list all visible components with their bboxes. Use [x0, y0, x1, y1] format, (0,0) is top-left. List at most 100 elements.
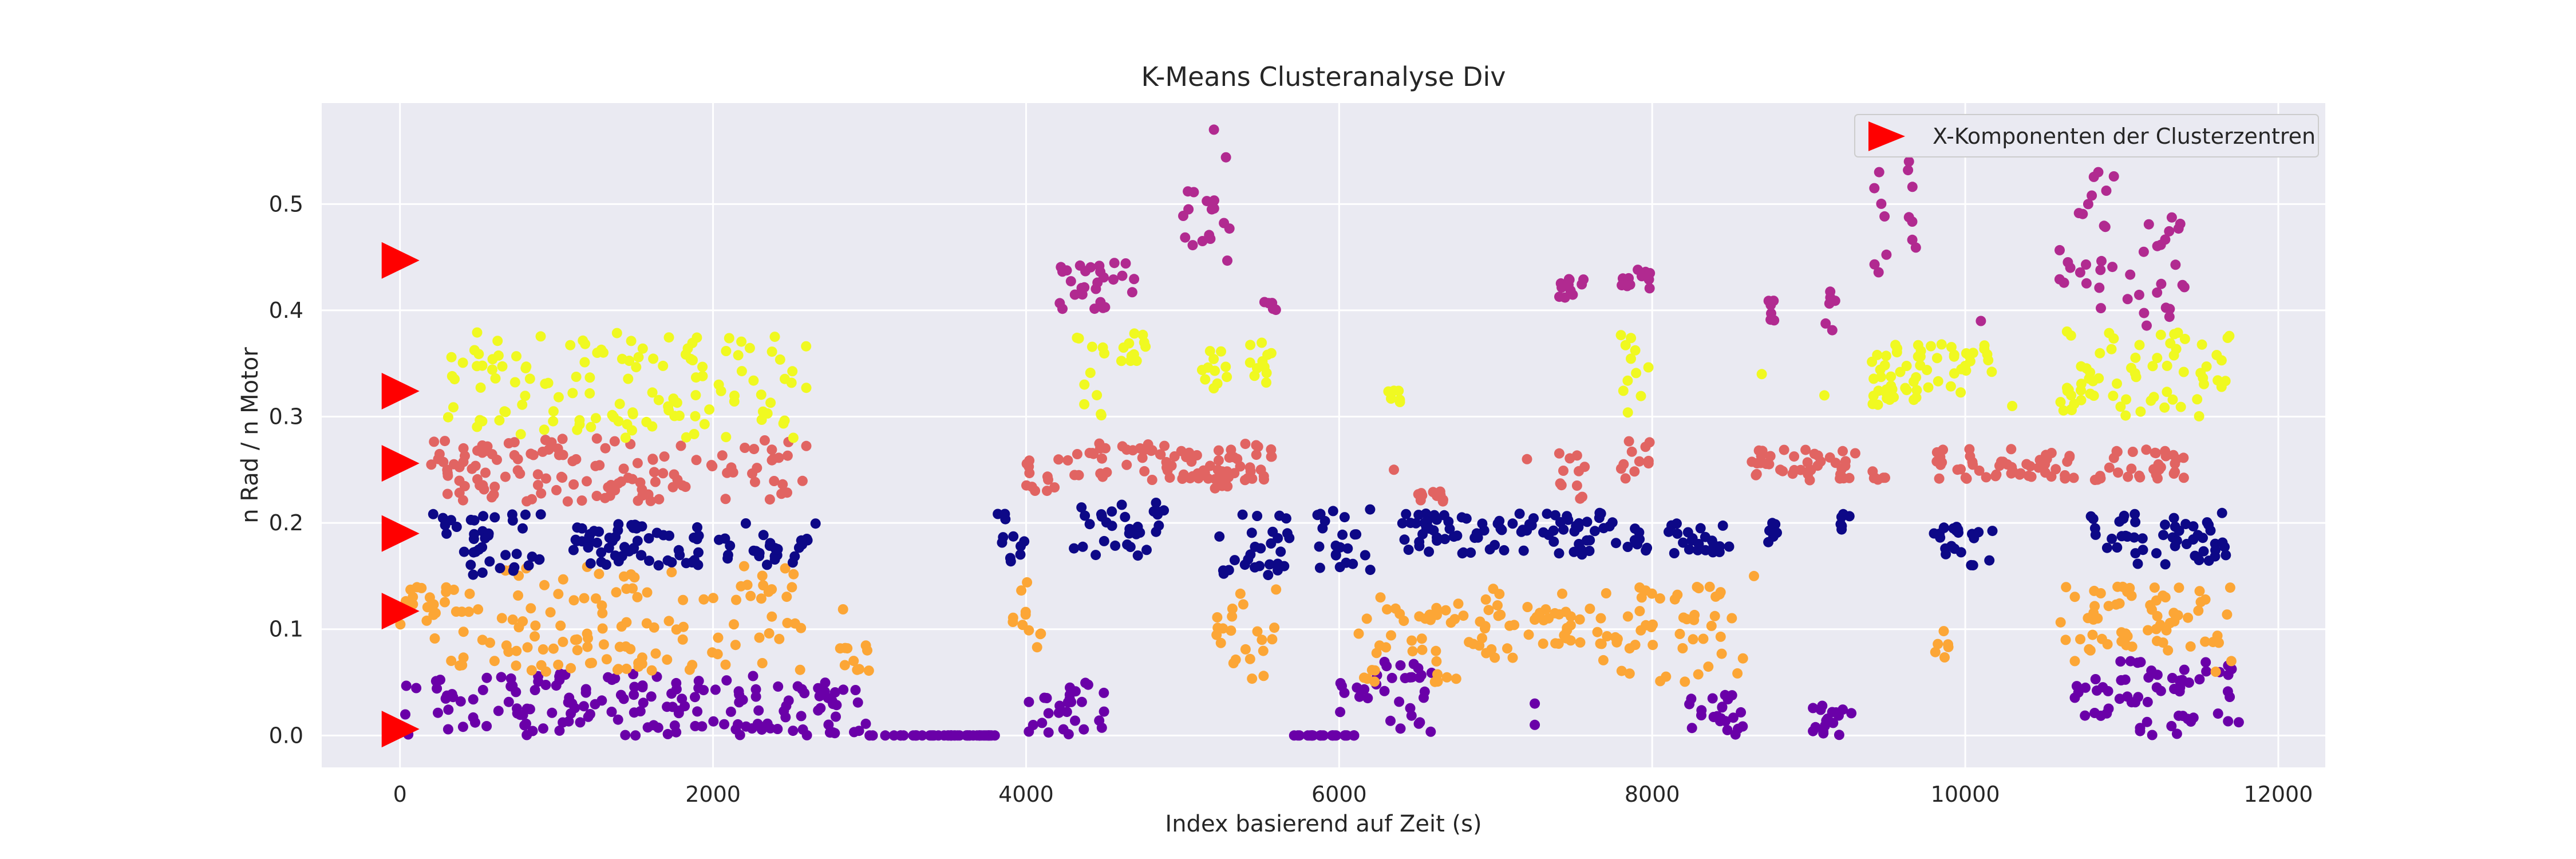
data-point — [580, 687, 591, 698]
data-point — [590, 413, 601, 424]
data-point — [530, 685, 540, 695]
data-point — [1635, 391, 1646, 401]
data-point — [1903, 212, 1914, 223]
data-point — [1907, 182, 1918, 192]
data-point — [591, 433, 602, 444]
data-point — [2090, 529, 2101, 540]
data-point — [627, 474, 638, 484]
data-point — [618, 463, 629, 474]
data-point — [429, 436, 440, 447]
data-point — [562, 496, 573, 507]
data-point — [1484, 544, 1495, 555]
data-point — [1726, 613, 1737, 624]
data-point — [1607, 517, 1618, 528]
data-point — [1197, 236, 1208, 246]
data-point — [1643, 362, 1654, 373]
data-point — [1938, 626, 1949, 637]
data-point — [823, 719, 834, 730]
y-tick-labels: 0.0 0.1 0.2 0.3 0.4 0.5 — [269, 191, 303, 748]
data-point — [2119, 510, 2129, 521]
data-point — [497, 361, 508, 372]
data-point — [1522, 525, 1532, 536]
data-point — [481, 721, 492, 731]
data-point — [1016, 585, 1027, 596]
data-point — [2200, 594, 2211, 605]
data-point — [2155, 329, 2166, 340]
data-point — [1124, 338, 1135, 349]
data-point — [458, 626, 469, 637]
data-point — [1432, 669, 1443, 680]
data-point — [1696, 710, 1706, 720]
y-axis-label: n Rad / n Motor — [237, 347, 263, 523]
data-point — [692, 706, 703, 717]
data-point — [1753, 445, 1764, 456]
data-point — [787, 557, 798, 568]
data-point — [864, 730, 875, 741]
data-point — [1271, 584, 1282, 595]
data-point — [1239, 559, 1250, 570]
data-point — [1250, 562, 1260, 573]
data-point — [782, 617, 793, 628]
data-point — [1684, 544, 1694, 555]
data-point — [613, 519, 624, 530]
data-point — [1590, 526, 1600, 537]
legend: X-Komponenten der Clusterzentren — [1854, 114, 2319, 157]
data-point — [1414, 541, 1425, 551]
data-point — [801, 383, 812, 393]
data-point — [495, 563, 505, 574]
data-point — [458, 456, 469, 467]
data-point — [446, 352, 457, 362]
data-point — [1362, 693, 1373, 704]
data-point — [1933, 639, 1943, 649]
data-point — [1208, 124, 1219, 135]
data-point — [1191, 450, 1202, 460]
data-point — [1212, 612, 1223, 622]
data-point — [1212, 464, 1223, 475]
data-point — [447, 689, 457, 700]
data-point — [650, 476, 661, 487]
data-point — [662, 728, 673, 739]
data-point — [584, 372, 595, 383]
data-point — [1008, 531, 1019, 542]
data-point — [620, 432, 631, 443]
data-point — [511, 549, 522, 559]
data-point — [1717, 702, 1728, 713]
cluster-center-marker — [381, 372, 420, 409]
data-point — [583, 542, 594, 553]
data-point — [584, 709, 595, 719]
data-point — [730, 640, 741, 651]
data-point — [1394, 696, 1405, 707]
data-point — [1522, 602, 1533, 612]
data-point — [1215, 637, 1226, 648]
data-point — [448, 402, 459, 413]
x-tick-label: 2000 — [685, 782, 741, 807]
data-point — [797, 724, 808, 735]
data-point — [515, 429, 526, 440]
cluster-4 — [442, 326, 2235, 443]
data-point — [1318, 730, 1329, 741]
data-point — [2103, 685, 2113, 696]
data-point — [1601, 588, 1611, 598]
data-point — [1155, 449, 1166, 460]
data-point — [627, 583, 638, 594]
data-point — [2103, 601, 2114, 612]
data-point — [1008, 612, 1018, 623]
data-point — [1247, 473, 1258, 484]
data-point — [965, 730, 975, 741]
data-point — [2114, 598, 2125, 609]
data-point — [1230, 654, 1241, 665]
data-point — [607, 409, 618, 420]
data-point — [553, 589, 564, 600]
data-point — [1967, 348, 1978, 358]
data-point — [501, 640, 512, 651]
data-point — [820, 677, 831, 688]
data-point — [594, 526, 605, 537]
data-point — [1700, 545, 1711, 555]
data-point — [482, 441, 493, 452]
data-point — [1078, 724, 1089, 735]
data-point — [2170, 458, 2180, 469]
data-point — [1266, 451, 1277, 462]
data-point — [597, 623, 608, 634]
data-point — [1688, 634, 1698, 645]
data-point — [2142, 696, 2153, 707]
